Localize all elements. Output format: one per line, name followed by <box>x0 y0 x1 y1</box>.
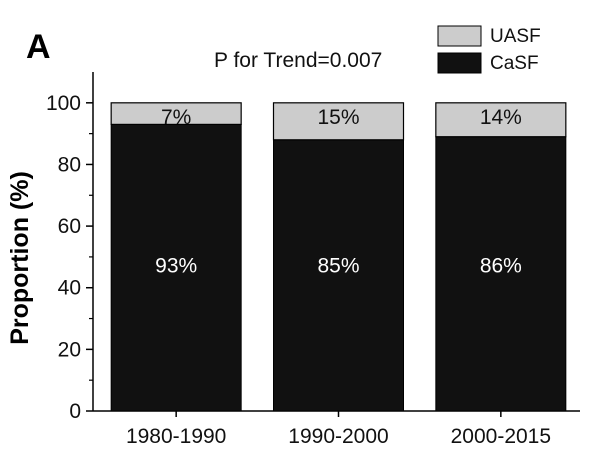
x-tick-label: 2000-2015 <box>451 425 551 448</box>
y-tick-label: 60 <box>58 215 81 238</box>
panel-label: A <box>26 28 51 66</box>
bar-uasf <box>110 102 242 125</box>
data-label-uasf: 14% <box>480 106 522 129</box>
legend: UASF CaSF <box>437 25 541 74</box>
data-label-casf: 86% <box>480 254 522 277</box>
y-tick-label: 0 <box>69 400 81 423</box>
bar-casf <box>110 123 242 412</box>
legend-swatch <box>437 52 482 74</box>
legend-swatch <box>437 25 482 47</box>
data-label-uasf: 15% <box>317 106 359 129</box>
y-tick-label: 40 <box>58 277 81 300</box>
y-tick-label: 80 <box>58 153 81 176</box>
legend-label: CaSF <box>490 53 539 74</box>
data-label-casf: 85% <box>317 254 359 277</box>
trend-annotation: P for Trend=0.007 <box>214 49 382 72</box>
bar-uasf <box>435 102 567 138</box>
x-tick-label: 1990-2000 <box>288 425 388 448</box>
data-label-casf: 93% <box>155 254 197 277</box>
x-tick-label: 1980-1990 <box>126 425 226 448</box>
y-axis-label: Proportion (%) <box>6 171 34 345</box>
bar-casf <box>435 136 567 412</box>
y-tick-label: 100 <box>46 92 81 115</box>
bar-casf <box>273 139 404 412</box>
bars: 7% 93% 15% 85% 14% 86% <box>110 102 567 412</box>
data-label-uasf: 7% <box>161 106 191 129</box>
legend-label: UASF <box>490 26 541 47</box>
y-tick-label: 20 <box>58 338 81 361</box>
axes: 0 20 40 60 80 100 1980-1990 1990-2000 2000-2015 <box>46 72 580 448</box>
bar-uasf <box>272 102 405 141</box>
